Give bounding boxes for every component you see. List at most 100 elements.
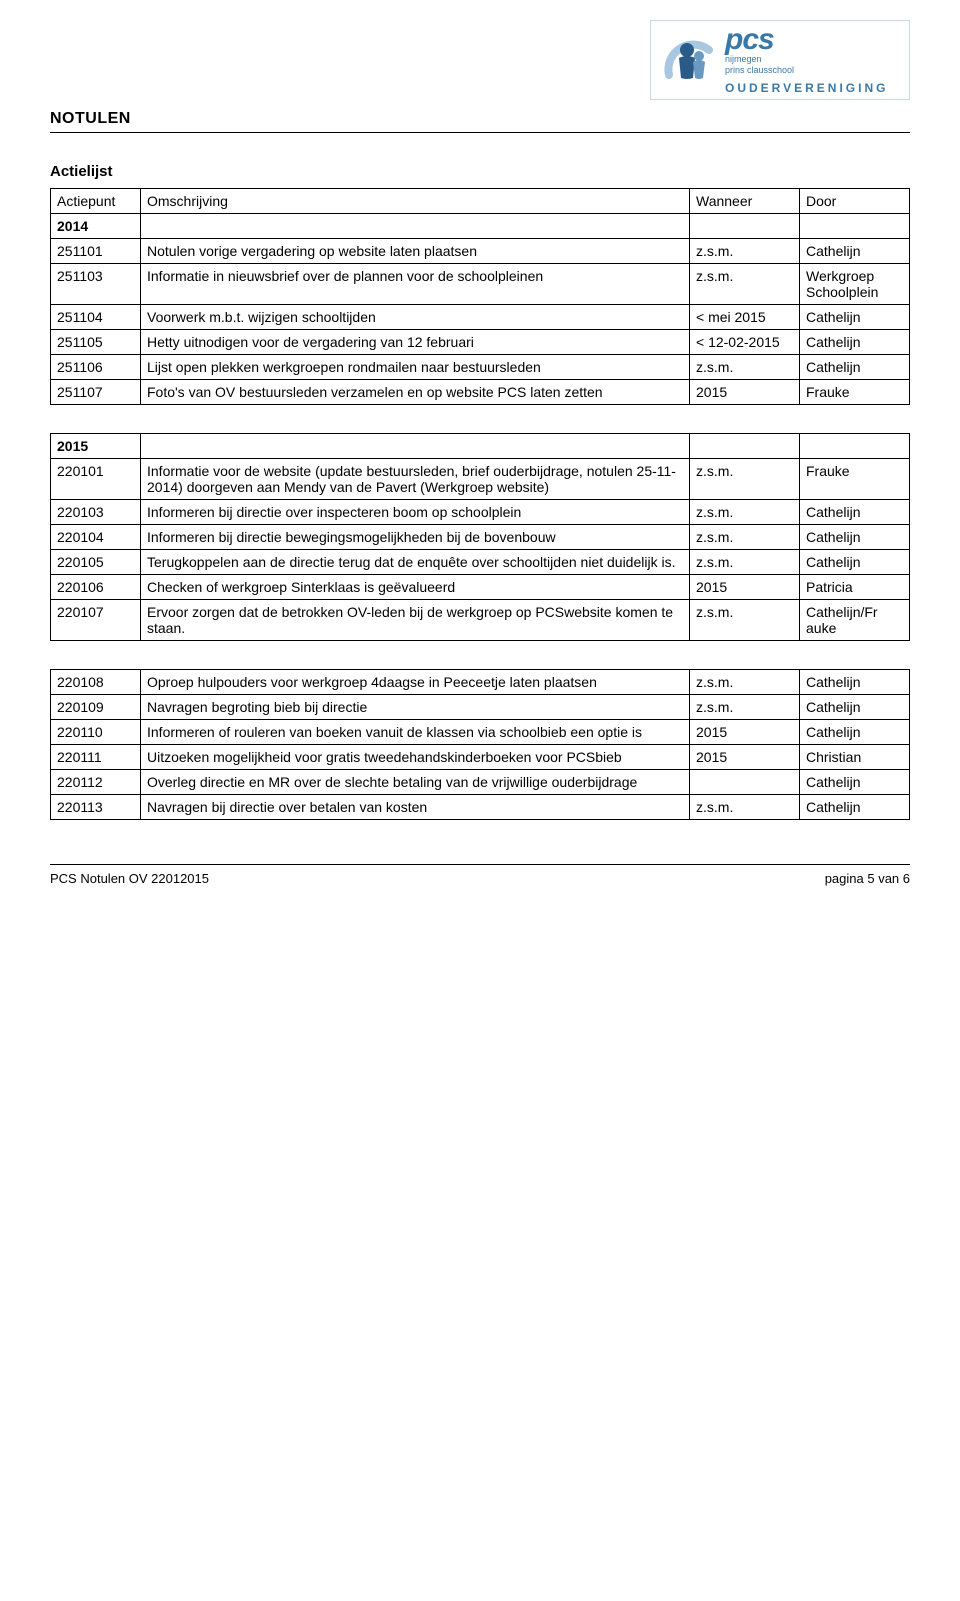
cell-who: Cathelijn [800,795,910,820]
cell-when: 2015 [690,720,800,745]
table-row: 220112Overleg directie en MR over de sle… [51,770,910,795]
cell-who: Christian [800,745,910,770]
cell-desc: Informatie in nieuwsbrief over de planne… [141,264,690,305]
cell-desc: Terugkoppelen aan de directie terug dat … [141,550,690,575]
logo-box: pcs nijmegen prins clausschool OUDERVERE… [650,20,910,100]
empty-cell [141,214,690,239]
logo-sub: OUDERVERENIGING [725,81,888,95]
table-row: 220103Informeren bij directie over inspe… [51,500,910,525]
page-title: NOTULEN [50,110,910,128]
section-heading: Actielijst [50,163,910,180]
cell-when: z.s.m. [690,459,800,500]
cell-who: Werkgroep Schoolplein [800,264,910,305]
table-row: 220104Informeren bij directie bewegingsm… [51,525,910,550]
empty-cell [690,434,800,459]
cell-id: 220104 [51,525,141,550]
cell-id: 251107 [51,380,141,405]
empty-cell [141,434,690,459]
cell-id: 220112 [51,770,141,795]
cell-id: 220111 [51,745,141,770]
table-row: 220108Oproep hulpouders voor werkgroep 4… [51,670,910,695]
cell-desc: Navragen bij directie over betalen van k… [141,795,690,820]
cell-when: z.s.m. [690,550,800,575]
table-row: 220111Uitzoeken mogelijkheid voor gratis… [51,745,910,770]
cell-desc: Checken of werkgroep Sinterklaas is geëv… [141,575,690,600]
cell-who: Cathelijn [800,550,910,575]
empty-cell [800,434,910,459]
cell-desc: Informatie voor de website (update bestu… [141,459,690,500]
cell-when: z.s.m. [690,355,800,380]
cell-id: 220105 [51,550,141,575]
cell-desc: Informeren bij directie bewegingsmogelij… [141,525,690,550]
year-row-2014: 2014 [51,214,910,239]
year-cell: 2014 [51,214,141,239]
title-rule [50,132,910,133]
cell-id: 220109 [51,695,141,720]
cell-desc: Informeren bij directie over inspecteren… [141,500,690,525]
cell-when: z.s.m. [690,239,800,264]
cell-who: Cathelijn [800,239,910,264]
cell-id: 220113 [51,795,141,820]
cell-desc: Lijst open plekken werkgroepen rondmaile… [141,355,690,380]
header-wanneer: Wanneer [690,189,800,214]
cell-id: 251104 [51,305,141,330]
cell-when: z.s.m. [690,795,800,820]
cell-who: Cathelijn [800,355,910,380]
cell-when [690,770,800,795]
logo-figure-icon [659,30,719,90]
cell-desc: Voorwerk m.b.t. wijzigen schooltijden [141,305,690,330]
table-row: 251105Hetty uitnodigen voor de vergaderi… [51,330,910,355]
footer-rule [50,864,910,865]
cell-desc: Hetty uitnodigen voor de vergadering van… [141,330,690,355]
cell-when: z.s.m. [690,600,800,641]
cell-desc: Foto's van OV bestuursleden verzamelen e… [141,380,690,405]
cell-who: Cathelijn [800,500,910,525]
header-actiepunt: Actiepunt [51,189,141,214]
actielijst-table-2: 2015 220101Informatie voor de website (u… [50,433,910,641]
cell-desc: Uitzoeken mogelijkheid voor gratis tweed… [141,745,690,770]
cell-when: 2015 [690,575,800,600]
cell-when: < mei 2015 [690,305,800,330]
table-row: 220113Navragen bij directie over betalen… [51,795,910,820]
table-row: 251106Lijst open plekken werkgroepen ron… [51,355,910,380]
cell-id: 220103 [51,500,141,525]
header-omschrijving: Omschrijving [141,189,690,214]
cell-who: Cathelijn [800,330,910,355]
cell-id: 251101 [51,239,141,264]
table-row: 220106Checken of werkgroep Sinterklaas i… [51,575,910,600]
cell-when: z.s.m. [690,695,800,720]
actielijst-table-1: Actiepunt Omschrijving Wanneer Door 2014… [50,188,910,405]
cell-when: z.s.m. [690,264,800,305]
cell-who: Cathelijn [800,695,910,720]
cell-id: 251105 [51,330,141,355]
cell-id: 251106 [51,355,141,380]
logo-line1: nijmegen [725,55,888,64]
table-row: 220110Informeren of rouleren van boeken … [51,720,910,745]
cell-desc: Oproep hulpouders voor werkgroep 4daagse… [141,670,690,695]
cell-who: Frauke [800,380,910,405]
cell-who: Cathelijn [800,525,910,550]
cell-id: 220106 [51,575,141,600]
table-row: 220109Navragen begroting bieb bij direct… [51,695,910,720]
table-row: 220101Informatie voor de website (update… [51,459,910,500]
empty-cell [690,214,800,239]
cell-when: 2015 [690,380,800,405]
header-logo-area: pcs nijmegen prins clausschool OUDERVERE… [50,20,910,100]
year-cell: 2015 [51,434,141,459]
table-row: 220107Ervoor zorgen dat de betrokken OV-… [51,600,910,641]
footer-left: PCS Notulen OV 22012015 [50,871,209,886]
cell-when: < 12-02-2015 [690,330,800,355]
empty-cell [800,214,910,239]
logo-text: pcs nijmegen prins clausschool OUDERVERE… [725,26,888,95]
cell-when: 2015 [690,745,800,770]
cell-when: z.s.m. [690,525,800,550]
actielijst-table-3: 220108Oproep hulpouders voor werkgroep 4… [50,669,910,820]
header-door: Door [800,189,910,214]
cell-desc: Informeren of rouleren van boeken vanuit… [141,720,690,745]
cell-when: z.s.m. [690,500,800,525]
cell-when: z.s.m. [690,670,800,695]
table-row: 251107Foto's van OV bestuursleden verzam… [51,380,910,405]
footer-right: pagina 5 van 6 [825,871,910,886]
cell-who: Cathelijn [800,670,910,695]
table-header-row: Actiepunt Omschrijving Wanneer Door [51,189,910,214]
